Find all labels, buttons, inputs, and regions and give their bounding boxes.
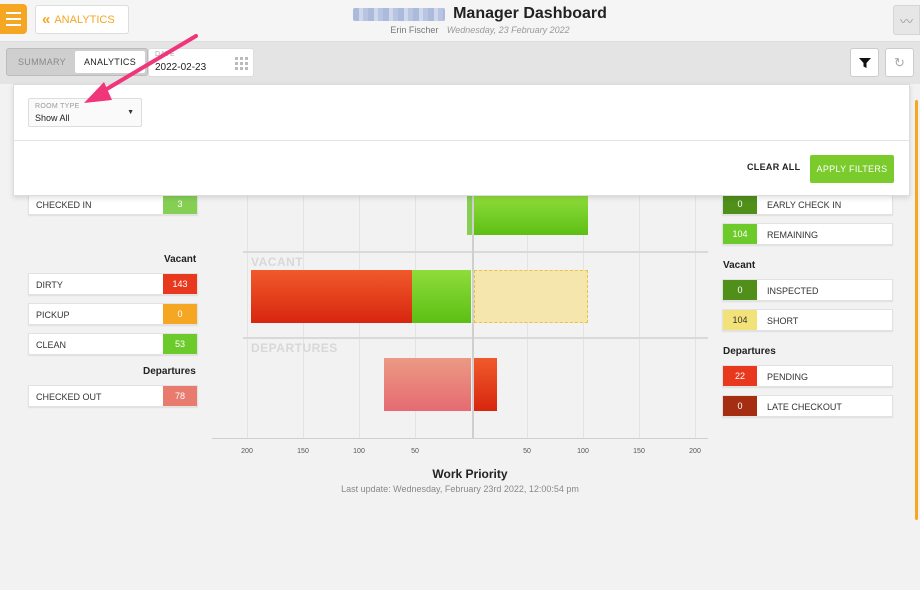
x-tick-label: 50 (411, 448, 419, 455)
row-value: 53 (163, 334, 197, 354)
row-value: 0 (723, 194, 757, 214)
row-label: PENDING (767, 372, 809, 382)
back-button-label: ANALYTICS (54, 13, 115, 26)
bar-short[interactable] (474, 270, 588, 323)
date-field-label: DATE (155, 51, 176, 58)
list-item[interactable]: 22 PENDING (722, 365, 893, 387)
band-separator (243, 251, 708, 253)
row-value: 143 (163, 274, 197, 294)
bar-dirty[interactable] (251, 270, 412, 323)
list-item[interactable]: CLEAN 53 (28, 333, 198, 355)
top-bar: « ANALYTICS Manager Dashboard Erin Fisch… (0, 0, 920, 42)
last-update-text: Last update: Wednesday, February 23rd 20… (341, 484, 579, 494)
x-tick-label: 100 (577, 448, 589, 455)
band-separator (243, 337, 708, 339)
filter-icon[interactable] (850, 48, 879, 77)
section-title-departures: Departures (723, 346, 776, 357)
calendar-grid-icon[interactable] (235, 57, 248, 70)
trend-icon[interactable]: 〰 (893, 5, 920, 35)
bar-clean[interactable] (412, 270, 471, 323)
list-item[interactable]: 104 SHORT (722, 309, 893, 331)
clear-all-button[interactable]: CLEAR ALL (747, 162, 801, 172)
view-tabs: SUMMARY ANALYTICS (6, 48, 148, 76)
divider (14, 140, 909, 141)
chart-title: Work Priority (432, 467, 508, 481)
menu-icon[interactable] (0, 4, 27, 34)
header-date: Wednesday, 23 February 2022 (446, 25, 570, 35)
apply-filters-button[interactable]: APPLY FILTERS (810, 155, 894, 183)
filter-panel: ROOM TYPE Show All ▼ CLEAR ALL APPLY FIL… (13, 84, 910, 196)
x-tick-label: 150 (297, 448, 309, 455)
row-label: REMAINING (767, 230, 819, 240)
list-item[interactable]: CHECKED OUT 78 (28, 385, 198, 407)
redacted-property-name (353, 7, 446, 21)
row-value: 22 (723, 366, 757, 386)
list-item[interactable]: 0 INSPECTED (722, 279, 893, 301)
row-value: 0 (723, 280, 757, 300)
section-title-departures: Departures (143, 366, 196, 377)
band-label-vacant: VACANT (251, 255, 304, 269)
section-title-vacant: Vacant (723, 260, 756, 271)
date-field[interactable]: DATE 2022-02-23 (148, 48, 254, 77)
x-axis (212, 438, 708, 439)
gridline (695, 196, 696, 439)
x-tick-label: 200 (241, 448, 253, 455)
list-item[interactable]: DIRTY 143 (28, 273, 198, 295)
list-item[interactable]: CHECKED IN 3 (28, 193, 198, 215)
bar-pending[interactable] (474, 358, 497, 411)
room-type-select[interactable]: ROOM TYPE Show All ▼ (28, 98, 142, 127)
user-name: Erin Fischer (390, 25, 439, 35)
row-label: EARLY CHECK IN (767, 200, 842, 210)
row-value: 0 (163, 304, 197, 324)
refresh-icon[interactable]: ↻ (885, 48, 914, 77)
toolbar: SUMMARY ANALYTICS DATE 2022-02-23 ↻ (0, 42, 920, 84)
room-type-label: ROOM TYPE (35, 103, 80, 110)
bar-checked-out[interactable] (384, 358, 471, 411)
list-item[interactable]: PICKUP 0 (28, 303, 198, 325)
list-item[interactable]: 104 REMAINING (722, 223, 893, 245)
row-value: 104 (723, 310, 757, 330)
row-label: PICKUP (36, 310, 70, 320)
back-button[interactable]: « ANALYTICS (35, 5, 129, 34)
band-label-departures: DEPARTURES (251, 341, 338, 355)
double-chevron-left-icon: « (42, 11, 51, 28)
tab-summary[interactable]: SUMMARY (18, 57, 66, 67)
list-item[interactable]: 0 EARLY CHECK IN (722, 193, 893, 215)
x-tick-label: 100 (353, 448, 365, 455)
page-header: Manager Dashboard Erin Fischer Wednesday… (330, 5, 630, 35)
page-title: Manager Dashboard (453, 5, 607, 22)
row-label: CLEAN (36, 340, 67, 350)
row-value: 0 (723, 396, 757, 416)
list-item[interactable]: 0 LATE CHECKOUT (722, 395, 893, 417)
row-value: 104 (723, 224, 757, 244)
gridline (639, 196, 640, 439)
x-tick-label: 50 (523, 448, 531, 455)
row-value: 3 (163, 194, 197, 214)
caret-down-icon: ▼ (127, 109, 134, 116)
row-label: SHORT (767, 316, 799, 326)
row-label: CHECKED IN (36, 200, 92, 210)
date-field-value: 2022-02-23 (155, 62, 207, 73)
bar-checked-in[interactable] (467, 196, 472, 235)
scrollbar[interactable] (915, 100, 918, 520)
x-tick-label: 150 (633, 448, 645, 455)
gridline (247, 196, 248, 439)
section-title-vacant: Vacant (164, 254, 197, 265)
center-axis (472, 196, 474, 439)
row-label: DIRTY (36, 280, 63, 290)
row-label: LATE CHECKOUT (767, 402, 842, 412)
row-label: CHECKED OUT (36, 392, 102, 402)
room-type-value: Show All (35, 113, 70, 123)
row-value: 78 (163, 386, 197, 406)
tab-analytics[interactable]: ANALYTICS (74, 51, 145, 73)
row-label: INSPECTED (767, 286, 819, 296)
x-tick-label: 200 (689, 448, 701, 455)
bar-remaining[interactable] (474, 196, 588, 235)
